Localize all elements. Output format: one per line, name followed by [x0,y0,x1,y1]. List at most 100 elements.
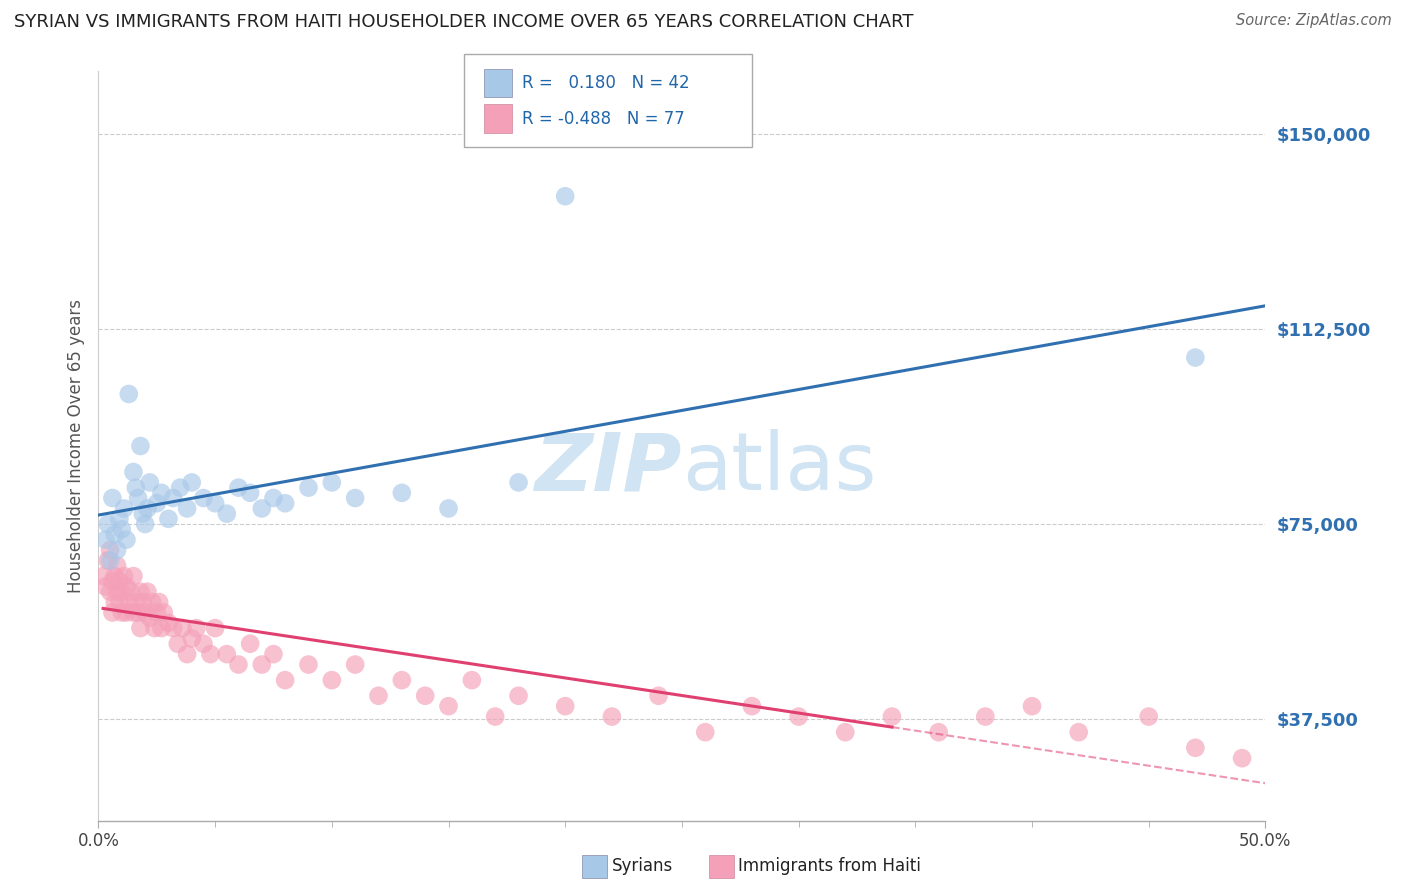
Point [172,621,194,635]
Point [129,439,152,453]
Point [143,621,166,635]
Point [94,533,117,547]
Point [437,501,460,516]
Text: Immigrants from Haiti: Immigrants from Haiti [738,857,921,875]
Point [105,584,128,599]
Point [118,387,141,401]
Point [118,595,141,609]
Point [132,507,155,521]
Point [413,689,436,703]
Point [834,725,856,739]
Point [1184,351,1206,365]
Point [176,501,198,516]
Point [228,481,250,495]
Point [437,699,460,714]
Point [108,512,131,526]
Point [101,606,124,620]
Point [508,475,530,490]
Point [129,584,152,599]
Point [180,475,202,490]
Point [200,647,222,661]
Point [974,709,997,723]
Point [125,595,148,609]
Point [321,475,343,490]
Point [461,673,484,688]
Point [104,595,127,609]
Point [97,553,120,567]
Point [127,491,149,505]
Point [136,584,159,599]
Point [134,606,156,620]
Point [101,574,124,589]
Point [250,501,273,516]
Point [141,595,163,609]
Point [111,584,134,599]
Point [111,522,134,536]
Point [554,189,576,203]
Point [157,512,180,526]
Text: R = -0.488   N = 77: R = -0.488 N = 77 [522,110,685,128]
Point [274,673,297,688]
Point [105,543,128,558]
Point [136,501,159,516]
Point [112,569,135,583]
Text: SYRIAN VS IMMIGRANTS FROM HAITI HOUSEHOLDER INCOME OVER 65 YEARS CORRELATION CHA: SYRIAN VS IMMIGRANTS FROM HAITI HOUSEHOL… [14,13,914,31]
Point [125,481,148,495]
Point [554,699,576,714]
Point [115,580,138,594]
Point [508,689,530,703]
Point [1021,699,1043,714]
Point [127,606,149,620]
Point [180,632,202,646]
Text: R =   0.180   N = 42: R = 0.180 N = 42 [522,74,689,92]
Point [166,637,188,651]
Point [139,611,162,625]
Point [928,725,950,739]
Point [239,485,262,500]
Point [297,657,319,672]
Point [391,485,413,500]
Point [321,673,343,688]
Point [391,673,413,688]
Point [215,647,238,661]
Point [1184,740,1206,755]
Point [274,496,297,510]
Point [132,595,155,609]
Point [148,595,170,609]
Point [367,689,389,703]
Point [105,558,128,573]
Point [111,606,134,620]
Point [262,647,284,661]
Point [162,621,184,635]
Point [1230,751,1253,765]
Point [104,569,127,583]
Point [787,709,810,723]
Point [157,615,180,630]
Point [112,501,135,516]
Point [115,606,138,620]
Point [204,496,226,510]
Point [239,637,262,651]
Point [104,527,127,541]
Point [120,584,142,599]
Point [134,517,156,532]
Point [215,507,238,521]
Point [97,517,120,532]
Point [150,485,173,500]
Text: Source: ZipAtlas.com: Source: ZipAtlas.com [1236,13,1392,29]
Point [1067,725,1090,739]
Point [152,606,174,620]
Point [193,637,215,651]
Point [122,465,145,479]
Point [344,491,367,505]
Point [169,481,191,495]
Point [91,569,114,583]
Point [101,491,124,505]
Point [880,709,903,723]
Text: atlas: atlas [682,429,876,508]
Point [176,647,198,661]
Point [150,621,173,635]
Point [1137,709,1160,723]
Point [204,621,226,635]
Point [98,553,121,567]
